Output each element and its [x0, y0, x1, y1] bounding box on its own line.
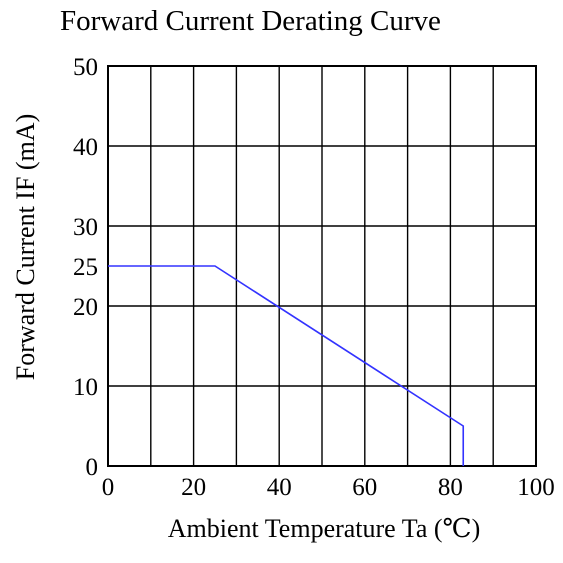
x-tick-label: 0	[102, 474, 115, 501]
y-tick-label: 0	[86, 454, 99, 481]
y-tick-label: 10	[73, 374, 98, 401]
x-tick-label: 40	[267, 474, 292, 501]
y-tick-label: 40	[73, 134, 98, 161]
y-tick-labels: 0 10 20 25 30 40 50	[73, 54, 98, 481]
y-tick-label: 50	[73, 54, 98, 81]
series-layer	[108, 265, 465, 466]
y-tick-label: 25	[73, 254, 98, 281]
series-line	[108, 265, 465, 466]
x-tick-label: 20	[181, 474, 206, 501]
y-axis-label: Forward Current IF (mA)	[11, 114, 40, 380]
x-tick-label: 100	[517, 474, 555, 501]
y-tick-label: 30	[73, 214, 98, 241]
x-axis-label: Ambient Temperature Ta (℃)	[168, 514, 481, 543]
x-tick-label: 80	[438, 474, 463, 501]
chart-title: Forward Current Derating Curve	[60, 5, 441, 37]
x-tick-labels: 0 20 40 60 80 100	[102, 474, 555, 501]
y-tick-label: 20	[73, 294, 98, 321]
x-tick-label: 60	[352, 474, 377, 501]
